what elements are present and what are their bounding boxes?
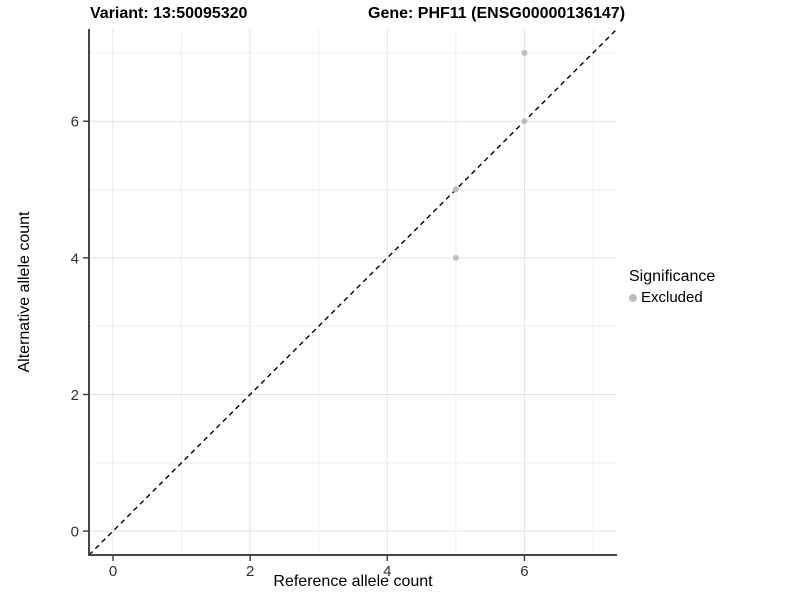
legend-item: Excluded [629,289,715,306]
gene-title: Gene: PHF11 (ENSG00000136147) [368,5,626,22]
legend-title: Significance [629,268,716,285]
x-tick-label: 2 [246,563,254,580]
y-tick-label: 2 [71,387,79,404]
legend: Significance Excluded [629,268,715,306]
legend-item-label: Excluded [641,289,703,306]
data-point [452,186,459,193]
data-point [452,254,459,261]
data-point [521,49,528,56]
legend-key-dot-icon [629,293,637,302]
variant-title: Variant: 13:50095320 [90,5,248,22]
y-tick-label: 4 [71,250,79,267]
y-tick-label: 6 [71,114,79,131]
x-axis-label: Reference allele count [273,573,433,590]
x-tick-label: 4 [383,563,391,580]
x-tick-label: 6 [520,563,528,580]
y-tick-label: 0 [71,524,79,541]
data-point [521,118,528,125]
identity-line [88,28,618,556]
y-axis-label: Alternative allele count [16,211,33,373]
x-tick-label: 0 [109,563,117,580]
